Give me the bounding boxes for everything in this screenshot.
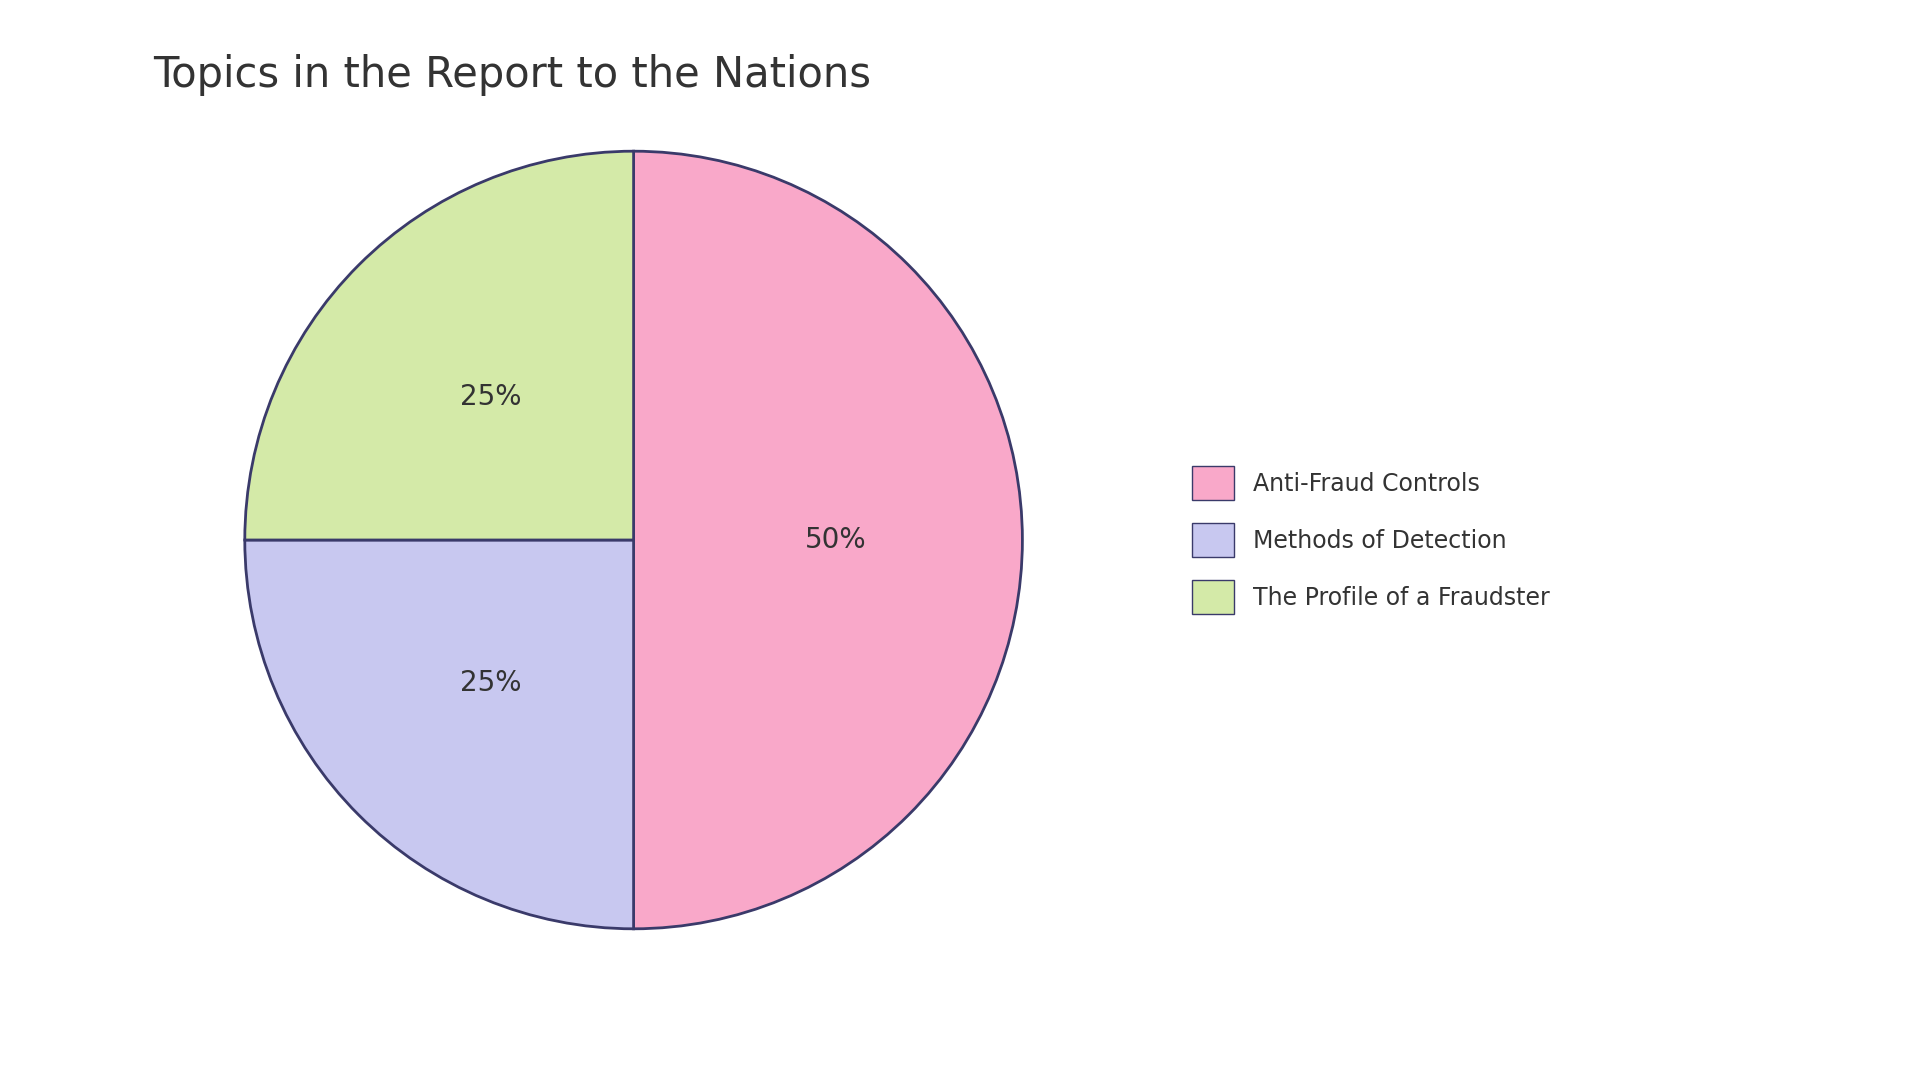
Text: 25%: 25%	[461, 669, 522, 697]
Text: 25%: 25%	[461, 383, 522, 411]
Wedge shape	[634, 151, 1021, 929]
Text: Topics in the Report to the Nations: Topics in the Report to the Nations	[154, 54, 872, 96]
Legend: Anti-Fraud Controls, Methods of Detection, The Profile of a Fraudster: Anti-Fraud Controls, Methods of Detectio…	[1181, 455, 1561, 625]
Text: 50%: 50%	[804, 526, 866, 554]
Wedge shape	[244, 151, 634, 540]
Wedge shape	[244, 540, 634, 929]
